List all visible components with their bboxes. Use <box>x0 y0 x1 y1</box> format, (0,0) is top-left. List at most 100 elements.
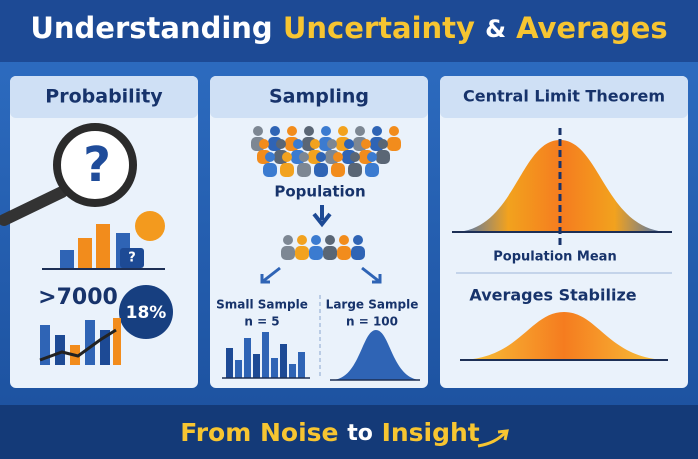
person-head <box>361 139 371 149</box>
bar <box>113 318 121 365</box>
person-body <box>281 246 295 260</box>
person-head <box>325 235 335 245</box>
person-head <box>304 126 314 136</box>
badge <box>135 211 165 241</box>
person-body <box>263 163 277 177</box>
person-head <box>270 126 280 136</box>
person-head <box>333 152 343 162</box>
person-head <box>276 139 286 149</box>
footer-part: to <box>347 421 373 446</box>
small-sample-chart <box>222 332 310 379</box>
person-head <box>287 126 297 136</box>
title: Understanding Uncertainty & Averages <box>30 11 667 45</box>
bar <box>60 250 74 268</box>
bar <box>100 330 110 365</box>
percent-badge <box>119 285 173 339</box>
person-body <box>348 163 362 177</box>
small-box <box>120 248 144 268</box>
panel-header <box>210 76 428 118</box>
person-head <box>283 235 293 245</box>
person-head <box>344 139 354 149</box>
person-head <box>316 152 326 162</box>
footer-part: From Noise <box>180 418 338 447</box>
person-head <box>265 152 275 162</box>
person-head <box>338 126 348 136</box>
arrow-right <box>361 266 382 284</box>
sample-bar <box>226 348 233 378</box>
bar <box>85 320 95 365</box>
bar <box>55 335 65 365</box>
footer-text: From Noise to Insight <box>180 418 480 447</box>
panel-title: Central Limit Theorem <box>463 87 665 106</box>
footer-part: Insight <box>382 418 480 447</box>
panel-header <box>10 76 198 118</box>
sample-bar <box>244 338 251 378</box>
footer-arrow <box>477 429 509 448</box>
magnifier <box>53 123 137 207</box>
person-head <box>253 126 263 136</box>
large-sample-label: Large Sample <box>326 298 419 312</box>
large-sample-curve <box>333 330 420 380</box>
title-part: Uncertainty <box>283 11 475 45</box>
person-body <box>337 246 351 260</box>
panel-probability: Probability ? ? >7000 18% <box>0 76 198 388</box>
person-head <box>310 139 320 149</box>
arrow-down <box>312 205 332 228</box>
person-body <box>280 163 294 177</box>
panel-title: Sampling <box>269 86 369 108</box>
person-head <box>378 139 388 149</box>
title-part: Averages <box>516 11 668 45</box>
panel <box>210 76 428 388</box>
person-head <box>353 235 363 245</box>
person-head <box>350 152 360 162</box>
panel-clt: Central Limit Theorem Population Mean Av… <box>440 76 688 388</box>
person-body <box>323 246 337 260</box>
person-head <box>327 139 337 149</box>
count-label: >7000 <box>38 285 118 310</box>
panel-sampling: Sampling Population Small Sample n = 5 L… <box>210 76 428 388</box>
panel-header <box>440 76 688 118</box>
narrow-curve <box>462 312 666 360</box>
bar <box>96 224 110 268</box>
bar <box>78 238 92 268</box>
crowd <box>251 126 401 260</box>
sample-bar <box>298 352 305 378</box>
percent-label: 18% <box>126 303 167 323</box>
title-part: & <box>485 15 506 43</box>
person-body <box>351 246 365 260</box>
person-head <box>321 126 331 136</box>
person-head <box>389 126 399 136</box>
person-body <box>365 163 379 177</box>
person-head <box>297 235 307 245</box>
person-head <box>259 139 269 149</box>
bar <box>40 325 50 365</box>
sample-bar <box>271 358 278 378</box>
person-body <box>297 163 311 177</box>
sample-bar <box>253 354 260 378</box>
small-sample-label: Small Sample <box>216 298 308 312</box>
question-mark: ? <box>83 137 111 193</box>
header-band <box>0 0 698 62</box>
person-head <box>293 139 303 149</box>
sample-bar <box>235 360 242 378</box>
person-head <box>311 235 321 245</box>
question-mark: ? <box>128 251 136 266</box>
trend-line <box>39 328 117 362</box>
title-part: Understanding <box>30 11 272 45</box>
person-head <box>282 152 292 162</box>
mean-label: Population Mean <box>493 250 616 265</box>
person-body <box>309 246 323 260</box>
small-n-label: n = 5 <box>244 315 279 329</box>
panel-title: Probability <box>45 86 163 108</box>
person-body <box>331 163 345 177</box>
stabilize-label: Averages Stabilize <box>469 286 636 305</box>
magnifier-handle <box>0 186 68 226</box>
footer-band <box>0 405 698 459</box>
person-head <box>339 235 349 245</box>
person-head <box>372 126 382 136</box>
person-head <box>367 152 377 162</box>
person-body <box>295 246 309 260</box>
large-n-label: n = 100 <box>346 315 398 329</box>
